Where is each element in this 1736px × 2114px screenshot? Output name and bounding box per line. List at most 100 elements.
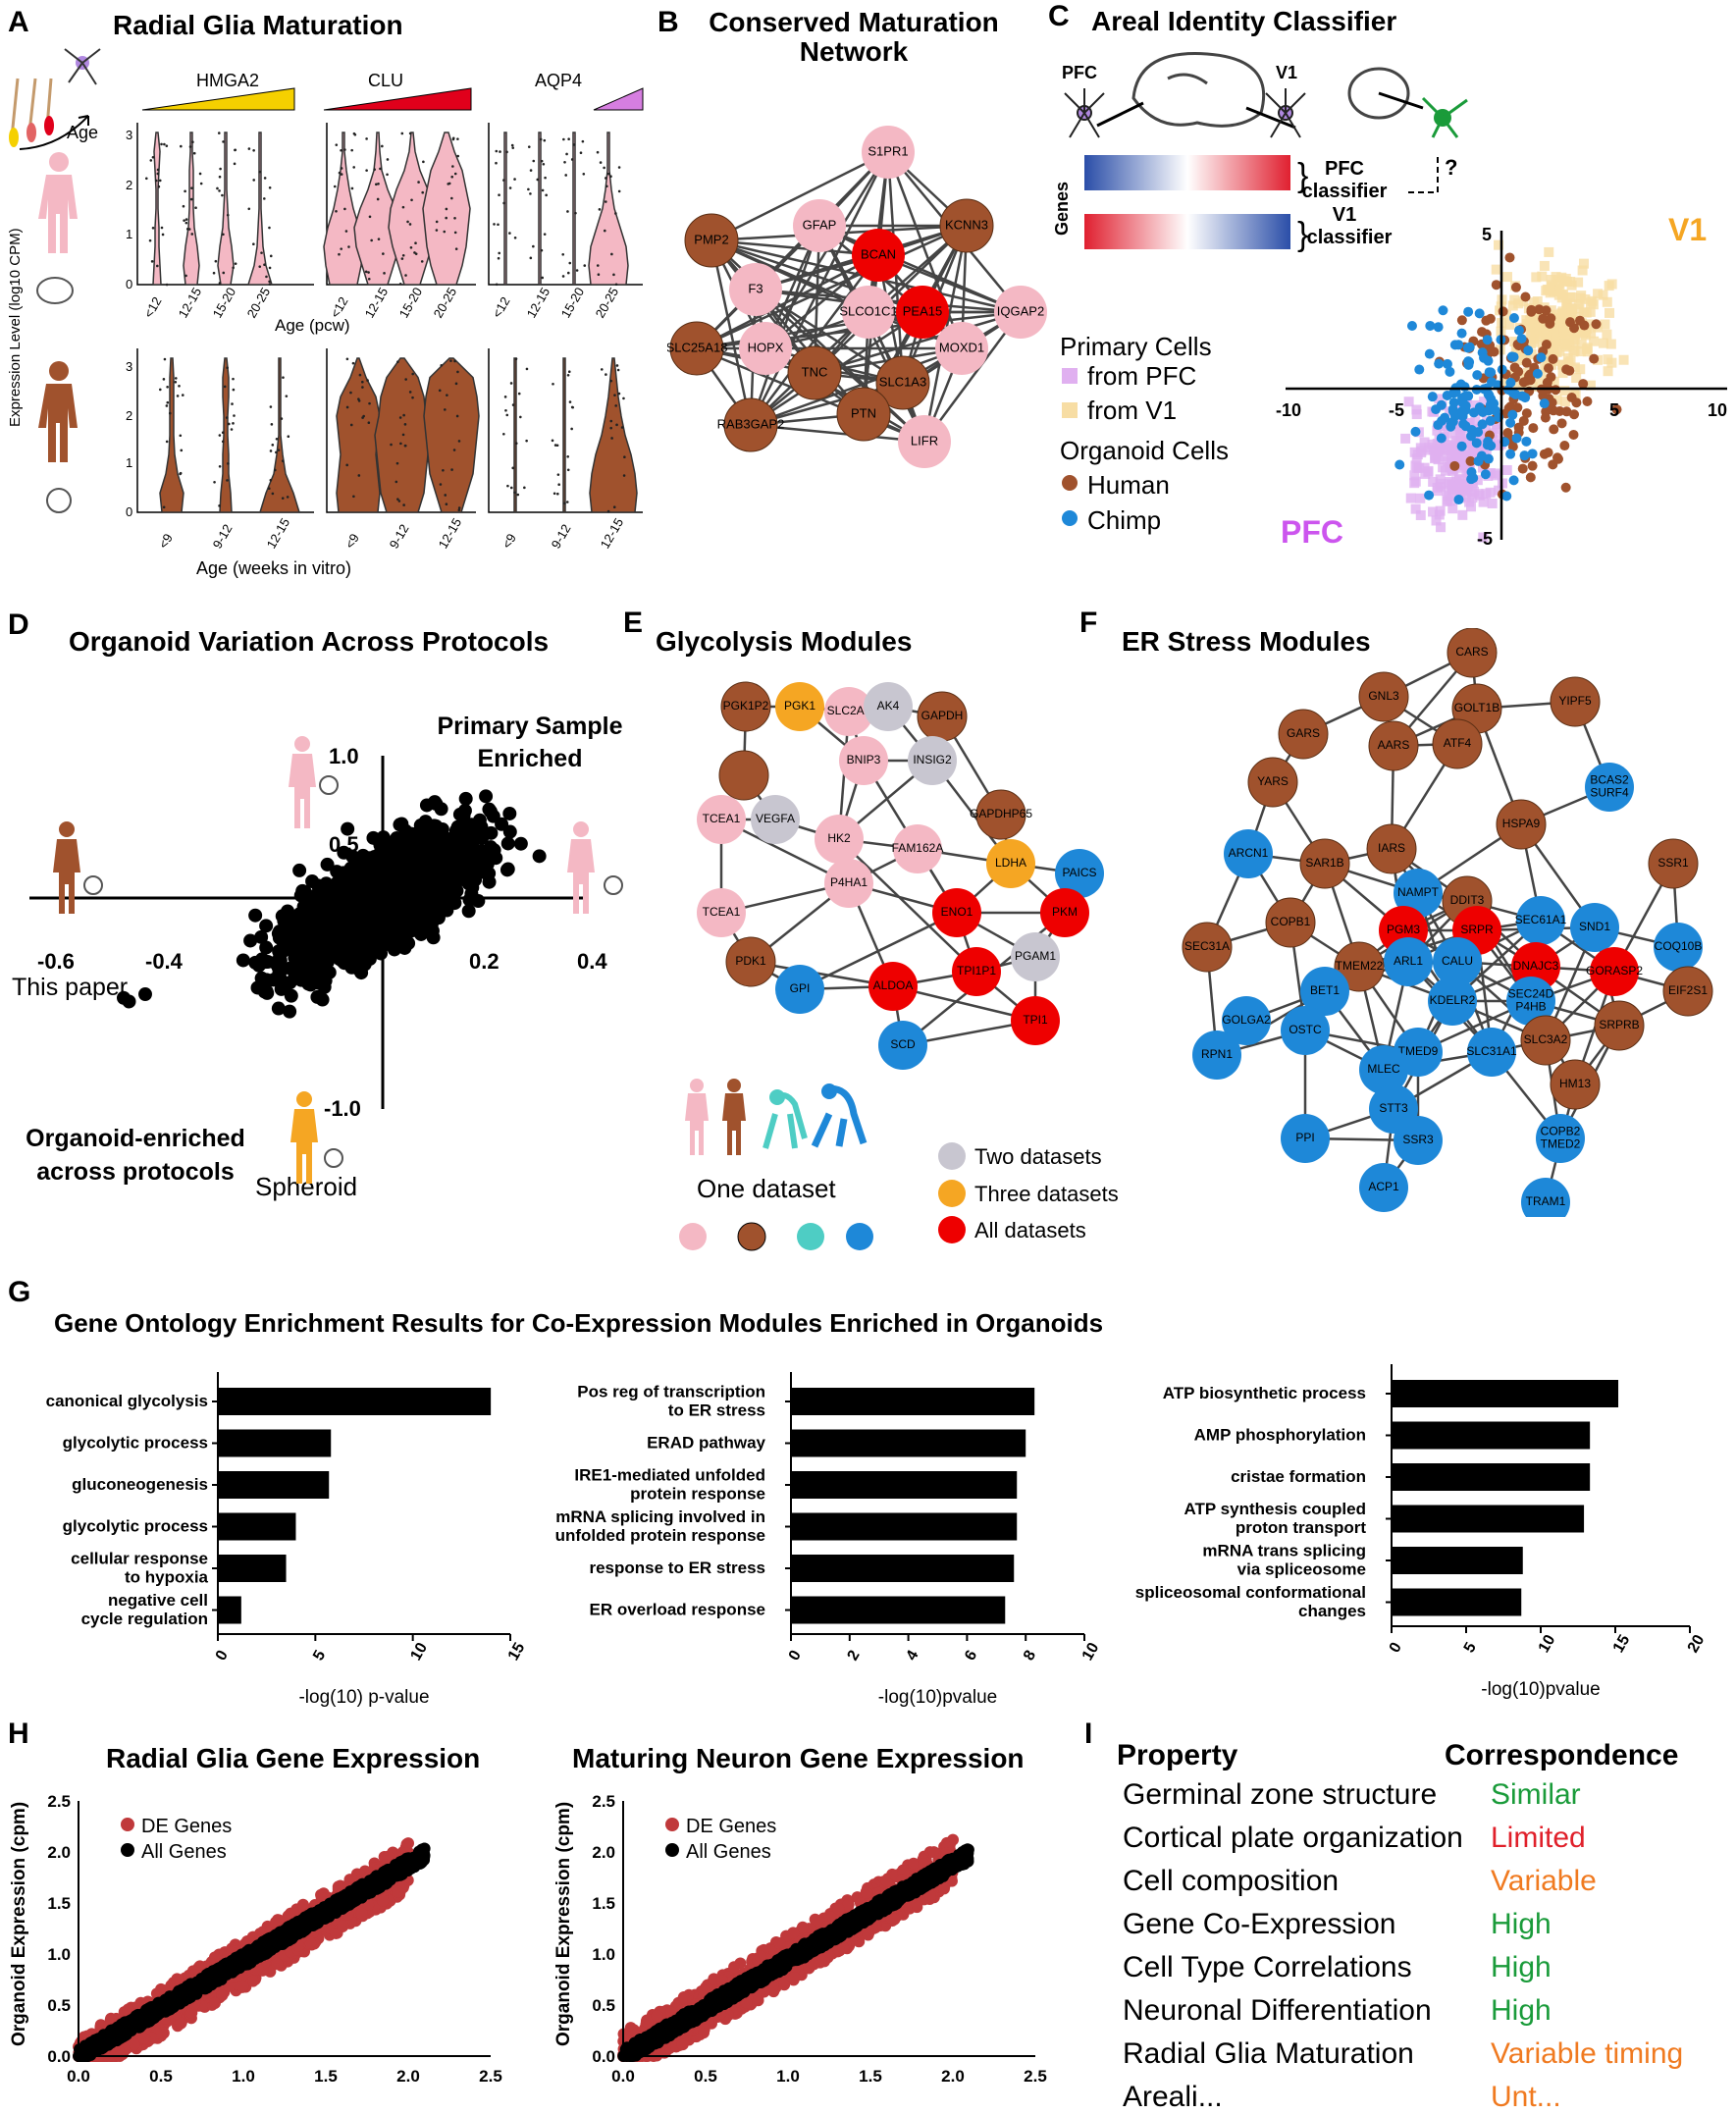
network-node: HOPX: [739, 322, 792, 375]
violin-organoid: [220, 358, 232, 512]
network-node: TPI1P1: [952, 947, 1001, 996]
svg-text:1: 1: [126, 455, 132, 470]
go-term-label: changes: [1298, 1602, 1366, 1620]
network-node: TPI1: [1011, 996, 1060, 1045]
panel-d-title: Organoid Variation Across Protocols: [69, 626, 549, 658]
table-header-property: Property: [1117, 1739, 1237, 1772]
panel-a-figure: Age Expression Level (log10 CPM) HMGA2 C…: [0, 39, 653, 589]
violin-organoid: [514, 358, 516, 512]
network-node: ATF4: [1433, 719, 1482, 768]
panel-label-i: I: [1084, 1718, 1092, 1751]
age-tick: 9-12: [549, 521, 574, 551]
age-tick: 15-20: [558, 285, 588, 320]
go-term-label: Pos reg of transcription: [577, 1383, 765, 1401]
gene-hmga2: HMGA2: [196, 71, 259, 90]
violin-organoid: [590, 358, 637, 512]
go-term-label: via spliceosome: [1237, 1560, 1366, 1579]
node-label: BCAN: [861, 246, 896, 261]
node-label: GARS: [1287, 726, 1320, 740]
go-term-label: to hypoxia: [125, 1568, 209, 1587]
age-tick: 15-20: [396, 285, 426, 320]
organoid-enriched-label: Organoid-enriched: [26, 1125, 245, 1152]
node-label: GFAP: [803, 217, 837, 232]
go-xlabel: -log(10)pvalue: [878, 1687, 997, 1708]
h-ylabel: Organoid Expression (cpm): [9, 1802, 29, 2046]
node-label: TCEA1: [703, 812, 741, 825]
legend-chimp-swatch: [1062, 510, 1078, 526]
network-node: FAM162A: [892, 824, 944, 873]
node-label: YIPF5: [1558, 694, 1592, 708]
age-tick: <9: [500, 531, 519, 551]
network-node: PPI: [1281, 1114, 1330, 1163]
legend-all-swatch: [121, 1843, 134, 1857]
h-xtick: 1.5: [859, 2067, 882, 2086]
table-row-value: High: [1491, 1908, 1552, 1941]
go-term-label: canonical glycolysis: [46, 1392, 208, 1410]
table-row-value: Similar: [1491, 1778, 1581, 1812]
table-row-property: Gene Co-Expression: [1123, 1908, 1395, 1941]
legend-all: All Genes: [141, 1841, 227, 1863]
node-label: MOXD1: [939, 340, 984, 354]
node-label: HK2: [827, 831, 851, 845]
network-node: GPI: [775, 965, 824, 1014]
table-row-property: Cell Type Correlations: [1123, 1951, 1412, 1984]
age-tick: <12: [141, 294, 165, 321]
node-label: SLC3A2: [1524, 1032, 1568, 1046]
go-xtick: 2: [845, 1648, 864, 1664]
node-label: SLC1A3: [879, 374, 926, 389]
go-xtick: 0: [786, 1648, 805, 1664]
network-node: EIF2S1: [1663, 967, 1712, 1016]
node-label: TMED2: [1541, 1137, 1581, 1151]
svg-text:1.0: 1.0: [329, 744, 359, 768]
h-xtick: 0.5: [149, 2067, 173, 2086]
node-label: SEC61A1: [1515, 913, 1567, 926]
node-label: GORASP2: [1586, 964, 1643, 978]
svg-text:-5: -5: [1477, 529, 1493, 549]
node-label: PGK1: [784, 699, 815, 713]
panel-h-title-left: Radial Glia Gene Expression: [106, 1743, 480, 1774]
node-label: STT3: [1379, 1101, 1408, 1115]
primary-age-xlabel: Age (pcw): [275, 316, 350, 335]
clu-wedge: [324, 88, 471, 110]
age-tick: <9: [342, 531, 362, 551]
go-term-label: proton transport: [1236, 1518, 1366, 1537]
network-node: SCD: [878, 1021, 927, 1070]
age-tick: 20-25: [431, 285, 460, 320]
h-ytick: 2.5: [47, 1792, 71, 1811]
go-xtick: 0: [213, 1648, 232, 1664]
age-tick: 20-25: [593, 285, 622, 320]
go-term-label: AMP phosphorylation: [1194, 1426, 1366, 1445]
table-row-value: Unt...: [1491, 2081, 1561, 2114]
go-bar: [218, 1471, 329, 1499]
network-node: LIFR: [898, 415, 951, 468]
go-term-label: protein response: [630, 1485, 765, 1504]
legend-de: DE Genes: [141, 1816, 232, 1837]
node-label: NAMPT: [1397, 885, 1440, 899]
node-label: F3: [748, 281, 763, 295]
gene-clu: CLU: [368, 71, 403, 90]
age-tick: 15-20: [210, 285, 239, 320]
network-node: TNC: [788, 346, 841, 399]
network-node: ALDOA: [868, 962, 918, 1011]
node-label: CARS: [1455, 645, 1488, 659]
legend-all: All datasets: [974, 1218, 1086, 1242]
svg-text:0.2: 0.2: [469, 949, 500, 974]
network-node: SLC31A1: [1466, 1028, 1517, 1077]
network-node: PMP2: [685, 214, 738, 267]
legend-organoid: Organoid Cells: [1060, 436, 1229, 465]
age-tick: <9: [156, 531, 176, 551]
node-label: ATF4: [1444, 736, 1472, 750]
legend-two-swatch: [938, 1142, 966, 1170]
node-label: BCAS2: [1590, 773, 1629, 787]
legend-pfc-swatch: [1062, 368, 1078, 384]
h-ytick: 1.5: [592, 1894, 615, 1913]
table-row-property: Areali...: [1123, 2081, 1223, 2114]
network-node: SLC3A2: [1521, 1016, 1570, 1065]
organoid-neuron-icon: [1349, 69, 1467, 137]
node-label: RAB3GAP2: [717, 416, 785, 431]
node-label: SRPRB: [1599, 1018, 1639, 1031]
